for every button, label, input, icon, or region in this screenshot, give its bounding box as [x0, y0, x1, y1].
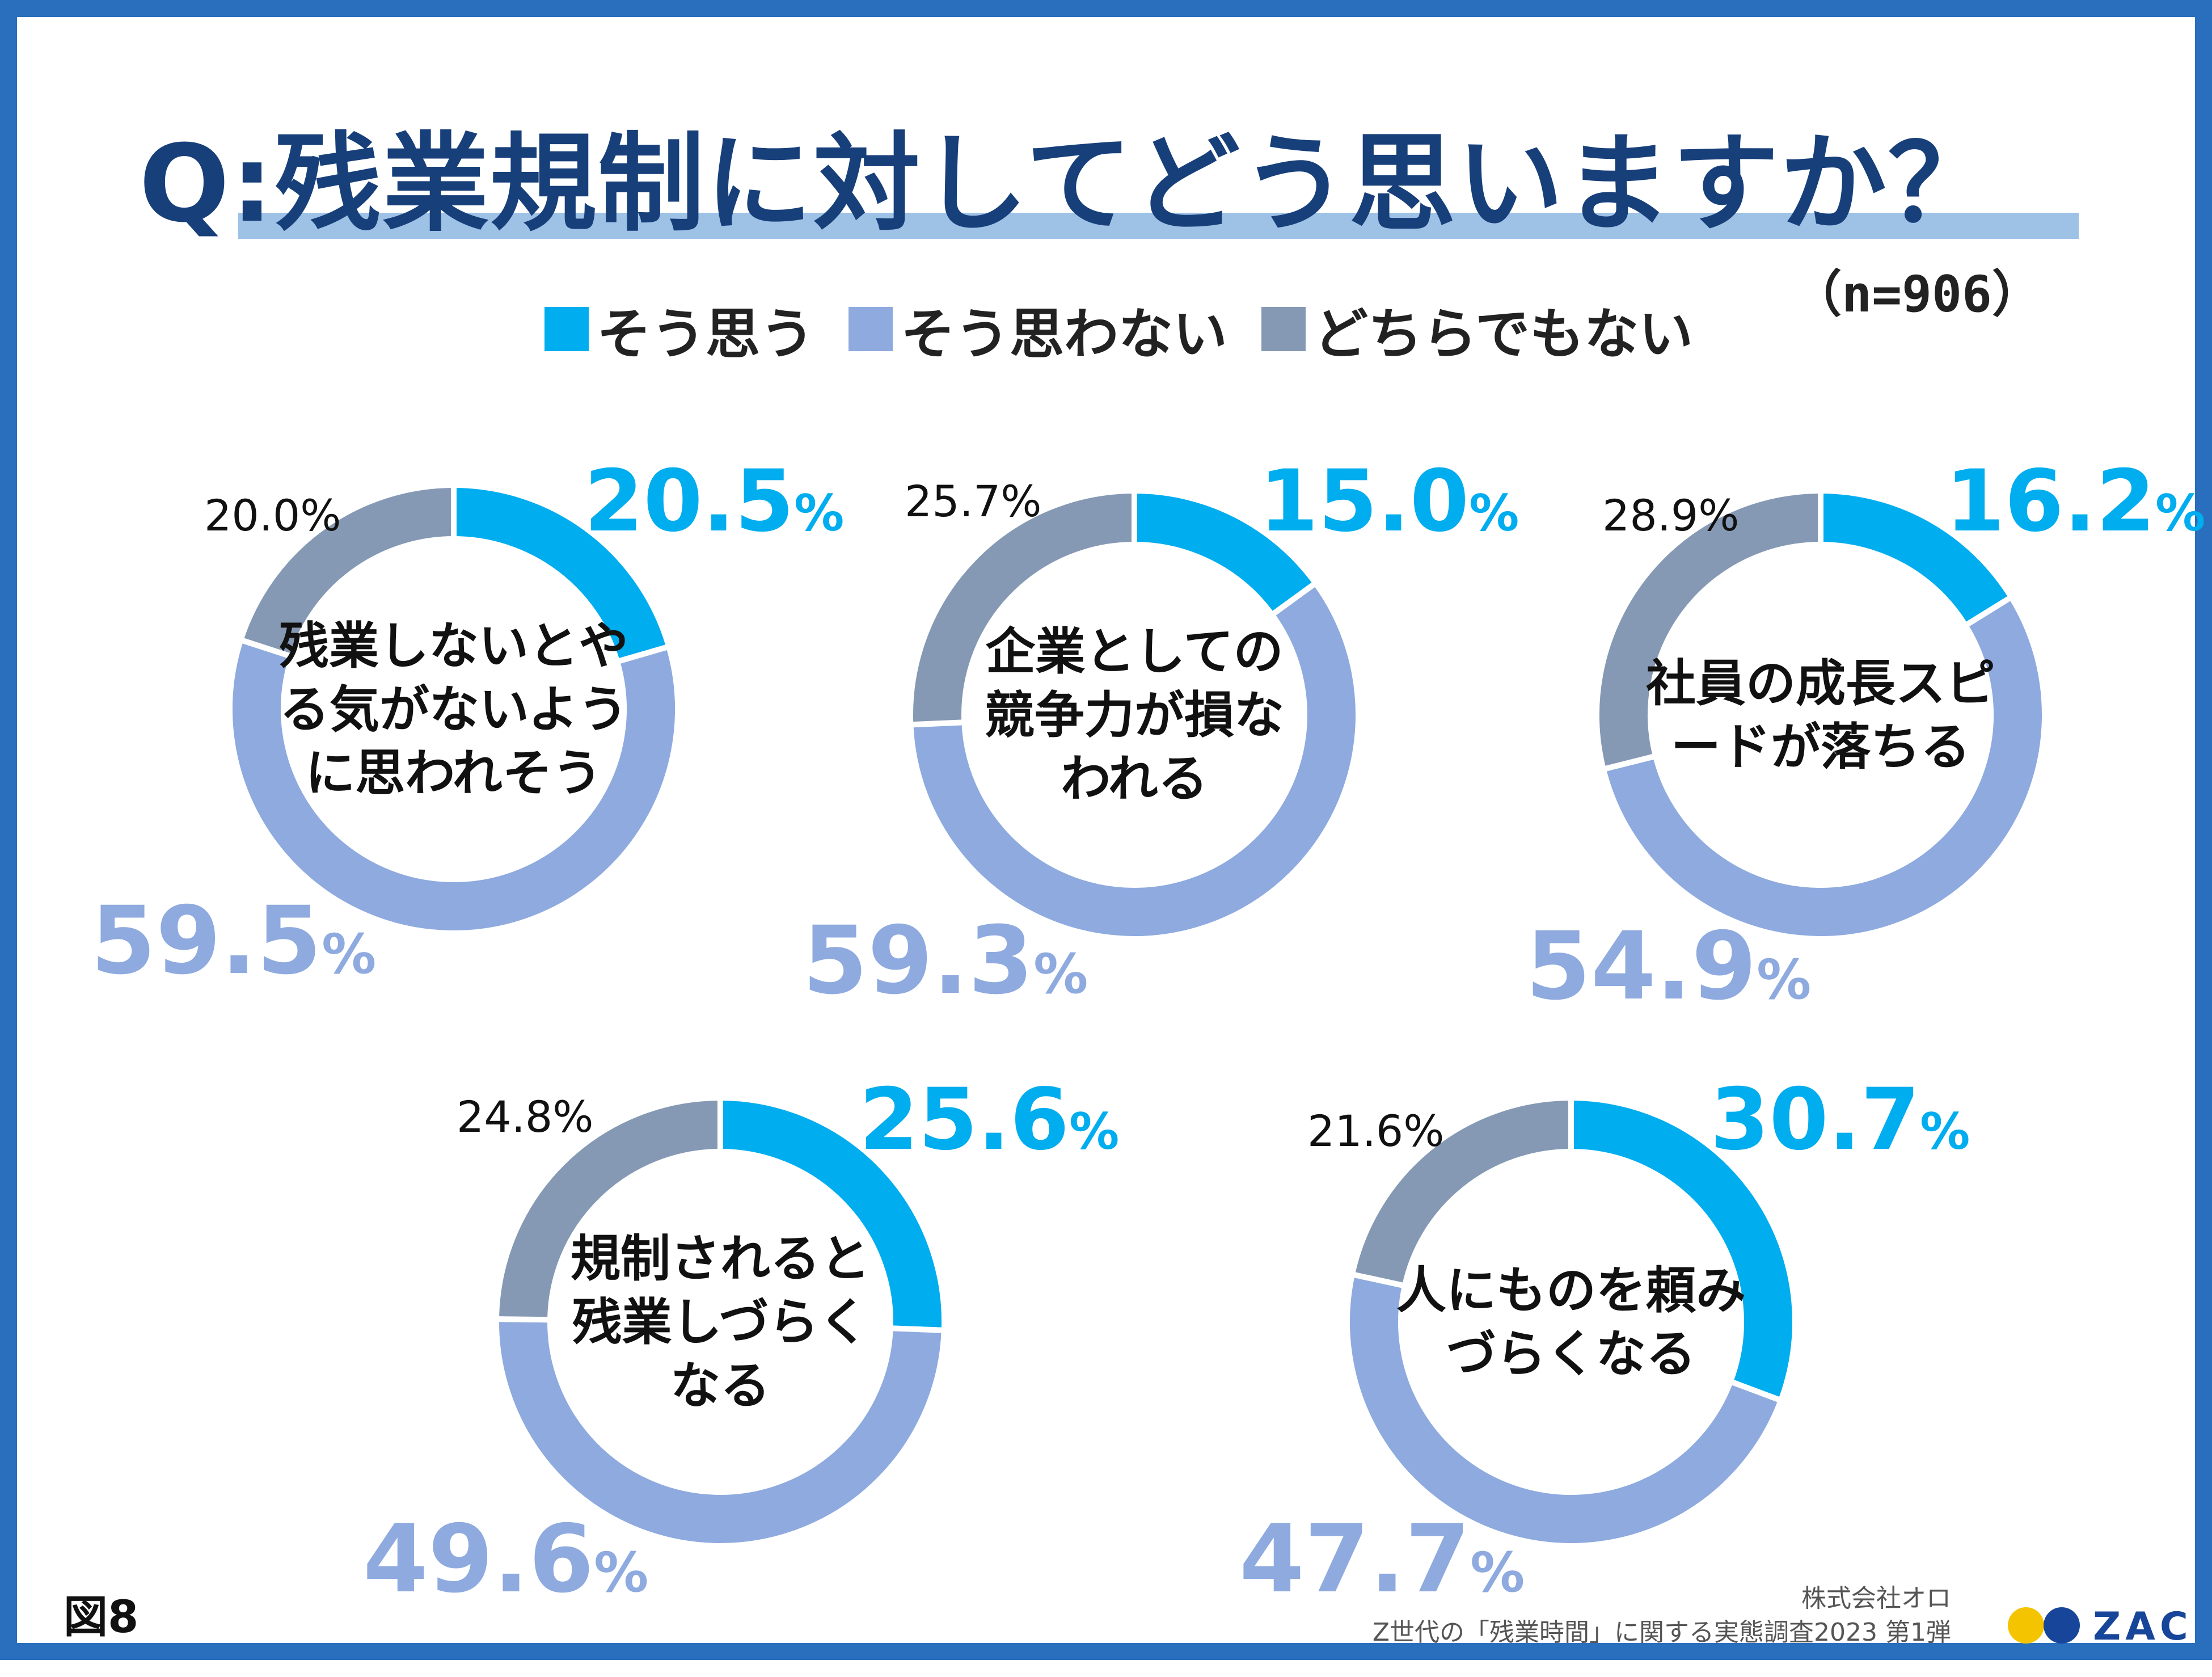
donut-1-label-disagree-value: 59.5: [91, 886, 322, 995]
donut-charts: 残業しないとやる気がないように思われそう20.5%59.5%20.0%企業として…: [91, 452, 2205, 1613]
donut-1-label-agree-value: 20.5: [584, 452, 794, 551]
donut-1-center-label-line-3: に思われそう: [305, 744, 602, 802]
donut-3-slice-disagree: [1599, 593, 2048, 942]
donut-2-label-disagree-percent: %: [1033, 942, 1088, 1006]
legend: そう思う そう思わない どちらでもない: [544, 295, 1727, 366]
page-title: Q:残業規制に対してどう思いますか？: [139, 122, 1996, 246]
donut-2-label-disagree: 59.3%: [803, 906, 1088, 1015]
donut-3-center-label-line-1: 社員の成長スピ: [1646, 654, 1995, 713]
legend-item-neutral: どちらでもない: [1261, 290, 1693, 369]
sample-size: （n=906）: [1792, 265, 2042, 323]
donut-4-slice-neutral: [493, 1094, 723, 1323]
donut-3-label-agree-percent: %: [2155, 484, 2205, 542]
donut-4-label-disagree-value: 49.6: [363, 1505, 594, 1613]
donut-5-label-agree: 30.7%: [1710, 1071, 1970, 1169]
donut-4-center-label-line-1: 規制されると: [571, 1229, 870, 1288]
donut-3-label-neutral: 28.9%: [1602, 490, 1739, 541]
donut-2-label-agree-value: 15.0: [1259, 452, 1469, 551]
legend-label-neutral: どちらでもない: [1314, 302, 1694, 366]
donut-4-label-agree: 25.6%: [859, 1071, 1119, 1169]
donut-5-label-agree-percent: %: [1920, 1102, 1970, 1161]
legend-swatch-disagree: [849, 307, 893, 351]
donut-5-slice-agree: [1568, 1094, 1798, 1404]
donut-4-label-neutral: 24.8%: [457, 1092, 593, 1142]
donut-4-label-disagree-percent: %: [594, 1541, 648, 1604]
donut-4-slice-disagree: [493, 1316, 947, 1549]
donut-3-slice-neutral: [1594, 487, 1823, 773]
donut-1-label-agree: 20.5%: [584, 452, 844, 551]
donut-3-label-disagree: 54.9%: [1526, 912, 1811, 1021]
donut-3-center-label-line-2: ードが落ちる: [1671, 718, 1970, 776]
donut-4-label-agree-percent: %: [1069, 1102, 1119, 1161]
donut-1-center-label-line-1: 残業しないとや: [279, 617, 628, 675]
donut-4-label-agree-value: 25.6: [859, 1071, 1069, 1169]
logo-dot-blue: [2044, 1607, 2080, 1644]
source-survey: Z世代の「残業時間」に関する実態調査2023 第1弾: [1372, 1618, 1951, 1647]
donut-2-center-label-line-1: 企業としての: [985, 622, 1283, 681]
donut-4-slice-agree: [717, 1094, 947, 1334]
legend-swatch-neutral: [1261, 307, 1306, 351]
donut-2-center-label-line-3: われる: [1061, 749, 1208, 808]
donut-5-label-neutral: 21.6%: [1307, 1106, 1444, 1156]
donut-2-center-label-line-2: 競争力が損な: [985, 686, 1284, 744]
donut-1-center-label-line-2: る気がないよう: [280, 680, 628, 739]
donut-1-label-disagree: 59.5%: [91, 886, 376, 995]
donut-1-label-disagree-percent: %: [322, 922, 376, 986]
legend-item-disagree: そう思わない: [849, 290, 1227, 369]
donut-3-label-agree-value: 16.2: [1945, 452, 2155, 551]
zac-logo: ZAC: [2008, 1604, 2189, 1649]
donut-5-center-label-line-1: 人にものを頼み: [1396, 1261, 1746, 1320]
logo-text: ZAC: [2093, 1604, 2189, 1649]
donut-1-label-agree-percent: %: [794, 484, 844, 542]
donut-2-label-disagree-value: 59.3: [803, 906, 1033, 1015]
donut-3-label-disagree-percent: %: [1757, 948, 1811, 1012]
donut-1-slice-disagree: [227, 636, 681, 936]
donut-1-slice-neutral: [237, 482, 457, 660]
source-credit: 株式会社オロ Z世代の「残業時間」に関する実態調査2023 第1弾: [1373, 1582, 1951, 1650]
title-underline: [238, 213, 2079, 239]
donut-5-label-disagree: 47.7%: [1239, 1505, 1525, 1613]
title-block: Q:残業規制に対してどう思いますか？: [139, 116, 2079, 252]
donut-5-label-disagree-value: 47.7: [1239, 1505, 1470, 1613]
legend-label-agree: そう思う: [597, 302, 814, 366]
logo-dot-yellow: [2008, 1607, 2044, 1644]
donut-5-label-disagree-percent: %: [1470, 1541, 1525, 1604]
donut-5-center-label-line-2: づらくなる: [1446, 1325, 1696, 1383]
donut-2-label-agree: 15.0%: [1259, 452, 1519, 551]
donut-5-label-agree-value: 30.7: [1710, 1071, 1920, 1169]
donut-1-label-neutral: 20.0%: [204, 490, 341, 541]
donut-4-label-disagree: 49.6%: [363, 1505, 648, 1613]
donut-5-slice-neutral: [1349, 1094, 1574, 1290]
donut-2-label-neutral: 25.7%: [905, 476, 1041, 526]
legend-swatch-agree: [544, 307, 589, 351]
donut-4-center-label-line-3: なる: [670, 1356, 770, 1415]
donut-2-label-agree-percent: %: [1469, 484, 1519, 542]
donut-3-label-agree: 16.2%: [1945, 452, 2205, 551]
figure-label: 図8: [64, 1592, 139, 1643]
donut-2-slice-disagree: [907, 579, 1361, 942]
donut-2-slice-neutral: [907, 487, 1137, 728]
donut-3-label-disagree-value: 54.9: [1526, 912, 1757, 1021]
donut-4-center-label-line-2: 残業しづらく: [572, 1293, 869, 1351]
source-company: 株式会社オロ: [1801, 1584, 1951, 1613]
legend-item-agree: そう思う: [544, 290, 814, 369]
legend-label-disagree: そう思わない: [901, 302, 1227, 366]
donut-5-slice-disagree: [1344, 1271, 1785, 1549]
